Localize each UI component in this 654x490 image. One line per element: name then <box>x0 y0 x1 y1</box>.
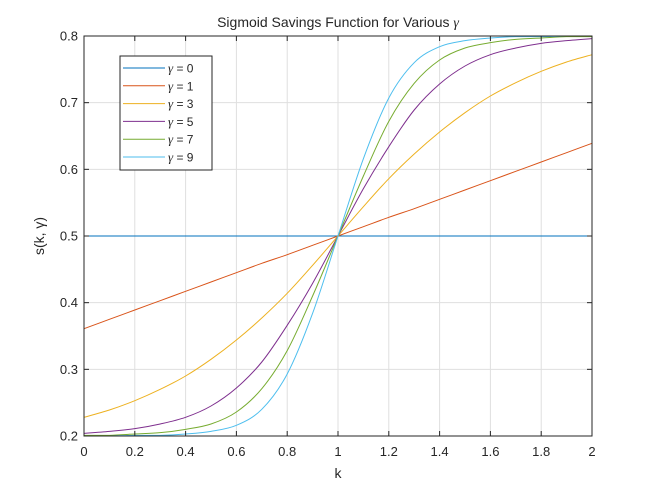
chart-title-symbol: γ <box>453 16 459 31</box>
x-tick-label: 1.8 <box>532 444 550 459</box>
y-tick-label: 0.3 <box>60 362 78 377</box>
legend-entry-symbol: γ <box>168 150 174 165</box>
x-tick-label: 1 <box>334 444 341 459</box>
x-tick-label: 0.8 <box>278 444 296 459</box>
legend-entry-label: γ = 0 <box>168 61 194 76</box>
x-tick-label: 0.4 <box>177 444 195 459</box>
legend-entry-symbol: γ <box>168 114 174 129</box>
y-tick-label: 0.7 <box>60 95 78 110</box>
legend-entry-symbol: γ <box>168 78 174 93</box>
chart-title-text: Sigmoid Savings Function for Various <box>217 14 453 30</box>
legend-entry-value: = 9 <box>173 151 194 165</box>
x-tick-label: 2 <box>588 444 595 459</box>
x-tick-label: 1.4 <box>431 444 449 459</box>
legend-entry-value: = 1 <box>173 79 194 93</box>
legend-entry-symbol: γ <box>168 96 174 111</box>
y-tick-label: 0.5 <box>60 229 78 244</box>
legend-entry-label: γ = 1 <box>168 78 194 93</box>
legend-entry-symbol: γ <box>168 132 174 147</box>
legend-entry-value: = 7 <box>173 133 194 147</box>
series-line-gamma-9 <box>84 35 592 437</box>
y-tick-label: 0.8 <box>60 29 78 44</box>
legend-entry-label: γ = 7 <box>168 132 194 147</box>
x-tick-label: 1.2 <box>380 444 398 459</box>
y-tick-label: 0.2 <box>60 429 78 444</box>
y-tick-label: 0.4 <box>60 295 78 310</box>
legend-entry-symbol: γ <box>168 61 174 76</box>
x-tick-label: 1.6 <box>481 444 499 459</box>
legend-entry-value: = 0 <box>173 62 194 76</box>
y-axis-label: s(k, γ) <box>31 217 47 255</box>
legend-entry-value: = 5 <box>173 115 194 129</box>
series-layer <box>83 35 593 437</box>
x-tick-label: 0.6 <box>227 444 245 459</box>
legend-entry-label: γ = 5 <box>168 114 194 129</box>
legend-entry-value: = 3 <box>173 97 194 111</box>
legend-entry-label: γ = 3 <box>168 96 194 111</box>
x-axis-label: k <box>335 465 343 481</box>
legend: γ = 0γ = 1γ = 3γ = 5γ = 7γ = 9 <box>119 55 213 171</box>
chart-title: Sigmoid Savings Function for Various γ <box>217 14 459 31</box>
x-tick-label: 0 <box>80 444 87 459</box>
legend-box <box>119 55 213 171</box>
x-tick-label: 0.2 <box>126 444 144 459</box>
tick-layer: 0 0.2 0.4 0.6 0.8 1 1.2 1.4 1.6 1.8 20.20.30.40.50… <box>60 29 596 460</box>
legend-entry-label: γ = 9 <box>168 150 194 165</box>
y-tick-label: 0.6 <box>60 162 78 177</box>
